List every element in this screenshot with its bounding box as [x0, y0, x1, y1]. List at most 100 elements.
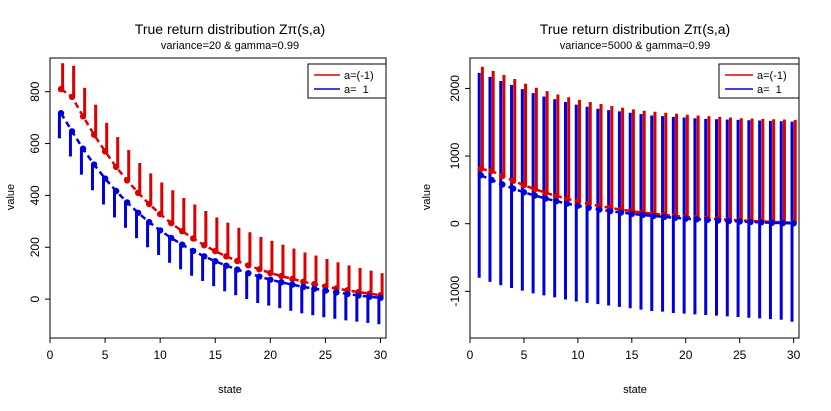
chart-subtitle: variance=20 & gamma=0.99	[161, 40, 299, 52]
data-point-red	[178, 227, 186, 235]
data-point-blue	[212, 258, 219, 265]
data-point-red	[79, 113, 87, 120]
data-point-blue	[245, 269, 252, 277]
data-point-blue	[256, 273, 263, 280]
data-point-red	[245, 262, 252, 269]
data-point-blue	[639, 211, 646, 219]
data-point-red	[278, 272, 285, 280]
legend-label-a-1: a= 1	[344, 84, 369, 96]
x-tick-label: 10	[571, 348, 585, 362]
chart-panel-left: True return distribution Zπ(s,a) varianc…	[5, 21, 387, 396]
data-point-blue	[123, 199, 131, 206]
data-point-red	[311, 280, 318, 288]
data-point-red	[57, 85, 65, 93]
data-point-blue	[477, 172, 484, 179]
data-point-red	[553, 192, 560, 200]
legend: a=(-1) a= 1	[307, 63, 387, 99]
data-point-blue	[779, 219, 787, 227]
data-point-blue	[311, 285, 318, 292]
data-point-blue	[531, 192, 538, 199]
data-point-red	[289, 275, 296, 283]
chart-title: True return distribution Zπ(s,a)	[135, 21, 325, 37]
data-point-blue	[289, 281, 296, 288]
data-point-blue	[223, 262, 230, 269]
legend-label-a-1: a= 1	[757, 84, 782, 96]
y-tick-label: -1000	[448, 276, 462, 307]
data-point-red	[101, 148, 109, 155]
data-point-blue	[509, 185, 517, 192]
data-point-red	[134, 189, 142, 197]
data-point-blue	[563, 200, 571, 207]
x-tick-label: 20	[264, 348, 278, 362]
data-point-blue	[725, 217, 733, 225]
chart-title: True return distribution Zπ(s,a)	[540, 21, 730, 37]
y-tick-label: 0	[28, 295, 42, 302]
data-point-blue	[68, 128, 76, 135]
data-point-red	[190, 235, 197, 242]
x-tick-label: 20	[679, 348, 693, 362]
data-point-blue	[542, 195, 549, 202]
data-point-blue	[682, 215, 689, 222]
data-point-blue	[520, 189, 528, 196]
x-tick-label: 30	[787, 348, 801, 362]
data-point-red	[488, 167, 495, 175]
data-point-blue	[267, 276, 274, 283]
data-point-blue	[671, 214, 679, 222]
data-point-blue	[628, 210, 636, 218]
data-point-red	[531, 186, 538, 193]
data-point-blue	[585, 204, 592, 211]
data-point-red	[201, 241, 208, 249]
y-tick-label: 400	[28, 185, 42, 205]
x-tick-label: 0	[47, 348, 54, 362]
data-point-blue	[660, 213, 668, 221]
data-point-blue	[112, 187, 120, 195]
data-point-red	[223, 253, 230, 260]
y-tick-label: 2000	[448, 75, 462, 102]
data-point-red	[300, 278, 307, 285]
x-tick-label: 15	[209, 348, 223, 362]
data-point-blue	[553, 197, 560, 205]
data-point-red	[499, 172, 506, 180]
data-point-blue	[488, 176, 495, 184]
data-point-blue	[747, 218, 754, 226]
data-point-red	[167, 219, 175, 227]
data-point-red	[234, 257, 241, 265]
legend-label-a-minus-1: a=(-1)	[757, 70, 787, 82]
x-axis-label: state	[218, 384, 242, 396]
data-point-blue	[278, 279, 285, 286]
y-tick-label: 1000	[448, 142, 462, 169]
x-tick-label: 30	[374, 348, 388, 362]
data-point-blue	[366, 293, 373, 300]
data-point-blue	[355, 292, 362, 299]
chart-subtitle: variance=5000 & gamma=0.99	[560, 40, 710, 52]
data-point-blue	[79, 145, 87, 152]
data-point-blue	[617, 209, 625, 216]
legend-box	[718, 63, 800, 99]
legend-box	[307, 63, 387, 99]
y-tick-label: 200	[28, 237, 42, 257]
data-point-red	[145, 200, 153, 208]
legend-label-a-minus-1: a=(-1)	[344, 70, 374, 82]
data-point-blue	[693, 216, 700, 223]
data-point-red	[256, 266, 263, 273]
x-axis-label: state	[623, 384, 647, 396]
data-point-blue	[167, 234, 175, 242]
data-point-red	[68, 93, 76, 101]
data-point-blue	[101, 175, 109, 182]
data-point-red	[112, 163, 120, 171]
data-point-blue	[714, 217, 722, 224]
mean-line-blue	[59, 112, 381, 300]
data-point-blue	[156, 227, 164, 234]
data-point-blue	[736, 218, 743, 225]
data-point-blue	[234, 266, 241, 273]
data-point-red	[520, 181, 528, 189]
y-tick-label: 600	[28, 133, 42, 153]
data-point-blue	[90, 161, 98, 168]
data-point-blue	[300, 283, 307, 291]
data-point-blue	[190, 247, 197, 255]
data-point-blue	[574, 202, 582, 209]
y-axis-label: value	[421, 184, 433, 210]
x-tick-label: 25	[319, 348, 333, 362]
data-point-blue	[790, 220, 797, 227]
data-point-blue	[596, 206, 603, 213]
